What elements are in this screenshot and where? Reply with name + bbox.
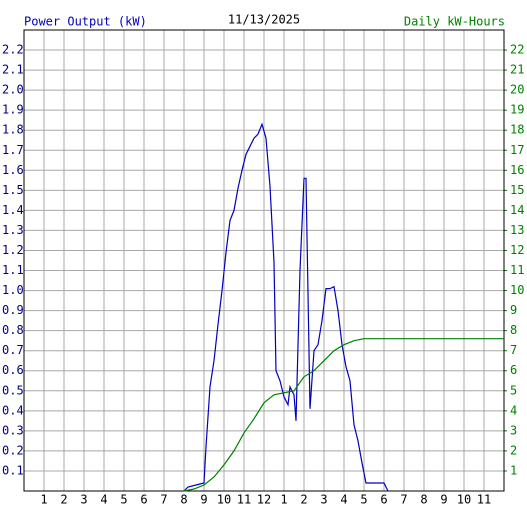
y2-axis-title: Daily kW-Hours <box>404 15 505 29</box>
x-tick-label: 9 <box>200 493 207 507</box>
x-tick-label: 3 <box>320 493 327 507</box>
y-tick-label: 2.2 <box>2 43 24 57</box>
y2-tick-label: 16 <box>510 163 524 177</box>
x-tick-label: 6 <box>140 493 147 507</box>
x-tick-label: 1 <box>280 493 287 507</box>
x-tick-label: 7 <box>400 493 407 507</box>
y2-tick-label: 22 <box>510 43 524 57</box>
y2-tick-label: 15 <box>510 183 524 197</box>
y2-tick-label: 12 <box>510 243 524 257</box>
y-tick-label: 0.1 <box>2 463 24 477</box>
chart-title: 11/13/2025 <box>228 13 300 27</box>
x-tick-label: 10 <box>217 493 231 507</box>
x-tick-label: 11 <box>237 493 251 507</box>
x-tick-label: 7 <box>160 493 167 507</box>
plot-border <box>23 29 505 492</box>
x-tick-label: 10 <box>457 493 471 507</box>
x-tick-label: 2 <box>60 493 67 507</box>
y2-tick-label: 2 <box>510 443 517 457</box>
y-tick-label: 0.8 <box>2 323 24 337</box>
x-tick-label: 8 <box>180 493 187 507</box>
y2-tick-label: 14 <box>510 203 524 217</box>
y-tick-label: 2.1 <box>2 63 24 77</box>
y-tick-label: 0.2 <box>2 443 24 457</box>
y-tick-label: 0.9 <box>2 303 24 317</box>
y-tick-label: 1.3 <box>2 223 24 237</box>
y2-tick-label: 5 <box>510 383 517 397</box>
y-tick-label: 0.7 <box>2 343 24 357</box>
y-tick-label: 1.9 <box>2 103 24 117</box>
y-tick-label: 1.6 <box>2 163 24 177</box>
x-tick-label: 2 <box>300 493 307 507</box>
series-line <box>183 338 504 492</box>
x-tick-label: 6 <box>380 493 387 507</box>
y2-tick-label: 21 <box>510 63 524 77</box>
y2-tick-label: 8 <box>510 323 517 337</box>
y-tick-label: 1.2 <box>2 243 24 257</box>
x-tick-label: 3 <box>80 493 87 507</box>
y2-tick-label: 18 <box>510 123 524 137</box>
y-tick-label: 2.0 <box>2 83 24 97</box>
x-tick-label: 9 <box>440 493 447 507</box>
y2-tick-label: 20 <box>510 83 524 97</box>
y2-tick-label: 11 <box>510 263 524 277</box>
y-axis-title: Power Output (kW) <box>24 15 147 29</box>
x-tick-label: 4 <box>100 493 107 507</box>
x-tick-label: 12 <box>257 493 271 507</box>
y-tick-label: 0.4 <box>2 403 24 417</box>
y2-tick-label: 13 <box>510 223 524 237</box>
y2-tick-label: 4 <box>510 403 517 417</box>
x-tick-label: 5 <box>360 493 367 507</box>
y-tick-label: 0.6 <box>2 363 24 377</box>
y2-tick-label: 9 <box>510 303 517 317</box>
y-tick-label: 1.0 <box>2 283 24 297</box>
x-tick-label: 8 <box>420 493 427 507</box>
y2-tick-label: 17 <box>510 143 524 157</box>
y-tick-label: 1.5 <box>2 183 24 197</box>
y-tick-label: 1.4 <box>2 203 24 217</box>
x-tick-label: 11 <box>477 493 491 507</box>
y-tick-label: 0.5 <box>2 383 24 397</box>
y-tick-label: 0.3 <box>2 423 24 437</box>
y2-tick-label: 19 <box>510 103 524 117</box>
y2-tick-label: 3 <box>510 423 517 437</box>
y-tick-label: 1.8 <box>2 123 24 137</box>
y2-tick-label: 7 <box>510 343 517 357</box>
x-tick-label: 5 <box>120 493 127 507</box>
y2-tick-label: 10 <box>510 283 524 297</box>
y-tick-label: 1.1 <box>2 263 24 277</box>
y2-tick-label: 6 <box>510 363 517 377</box>
x-tick-label: 4 <box>340 493 347 507</box>
y-tick-label: 1.7 <box>2 143 24 157</box>
x-tick-label: 1 <box>40 493 47 507</box>
series-line <box>183 122 389 492</box>
y2-tick-label: 1 <box>510 463 517 477</box>
